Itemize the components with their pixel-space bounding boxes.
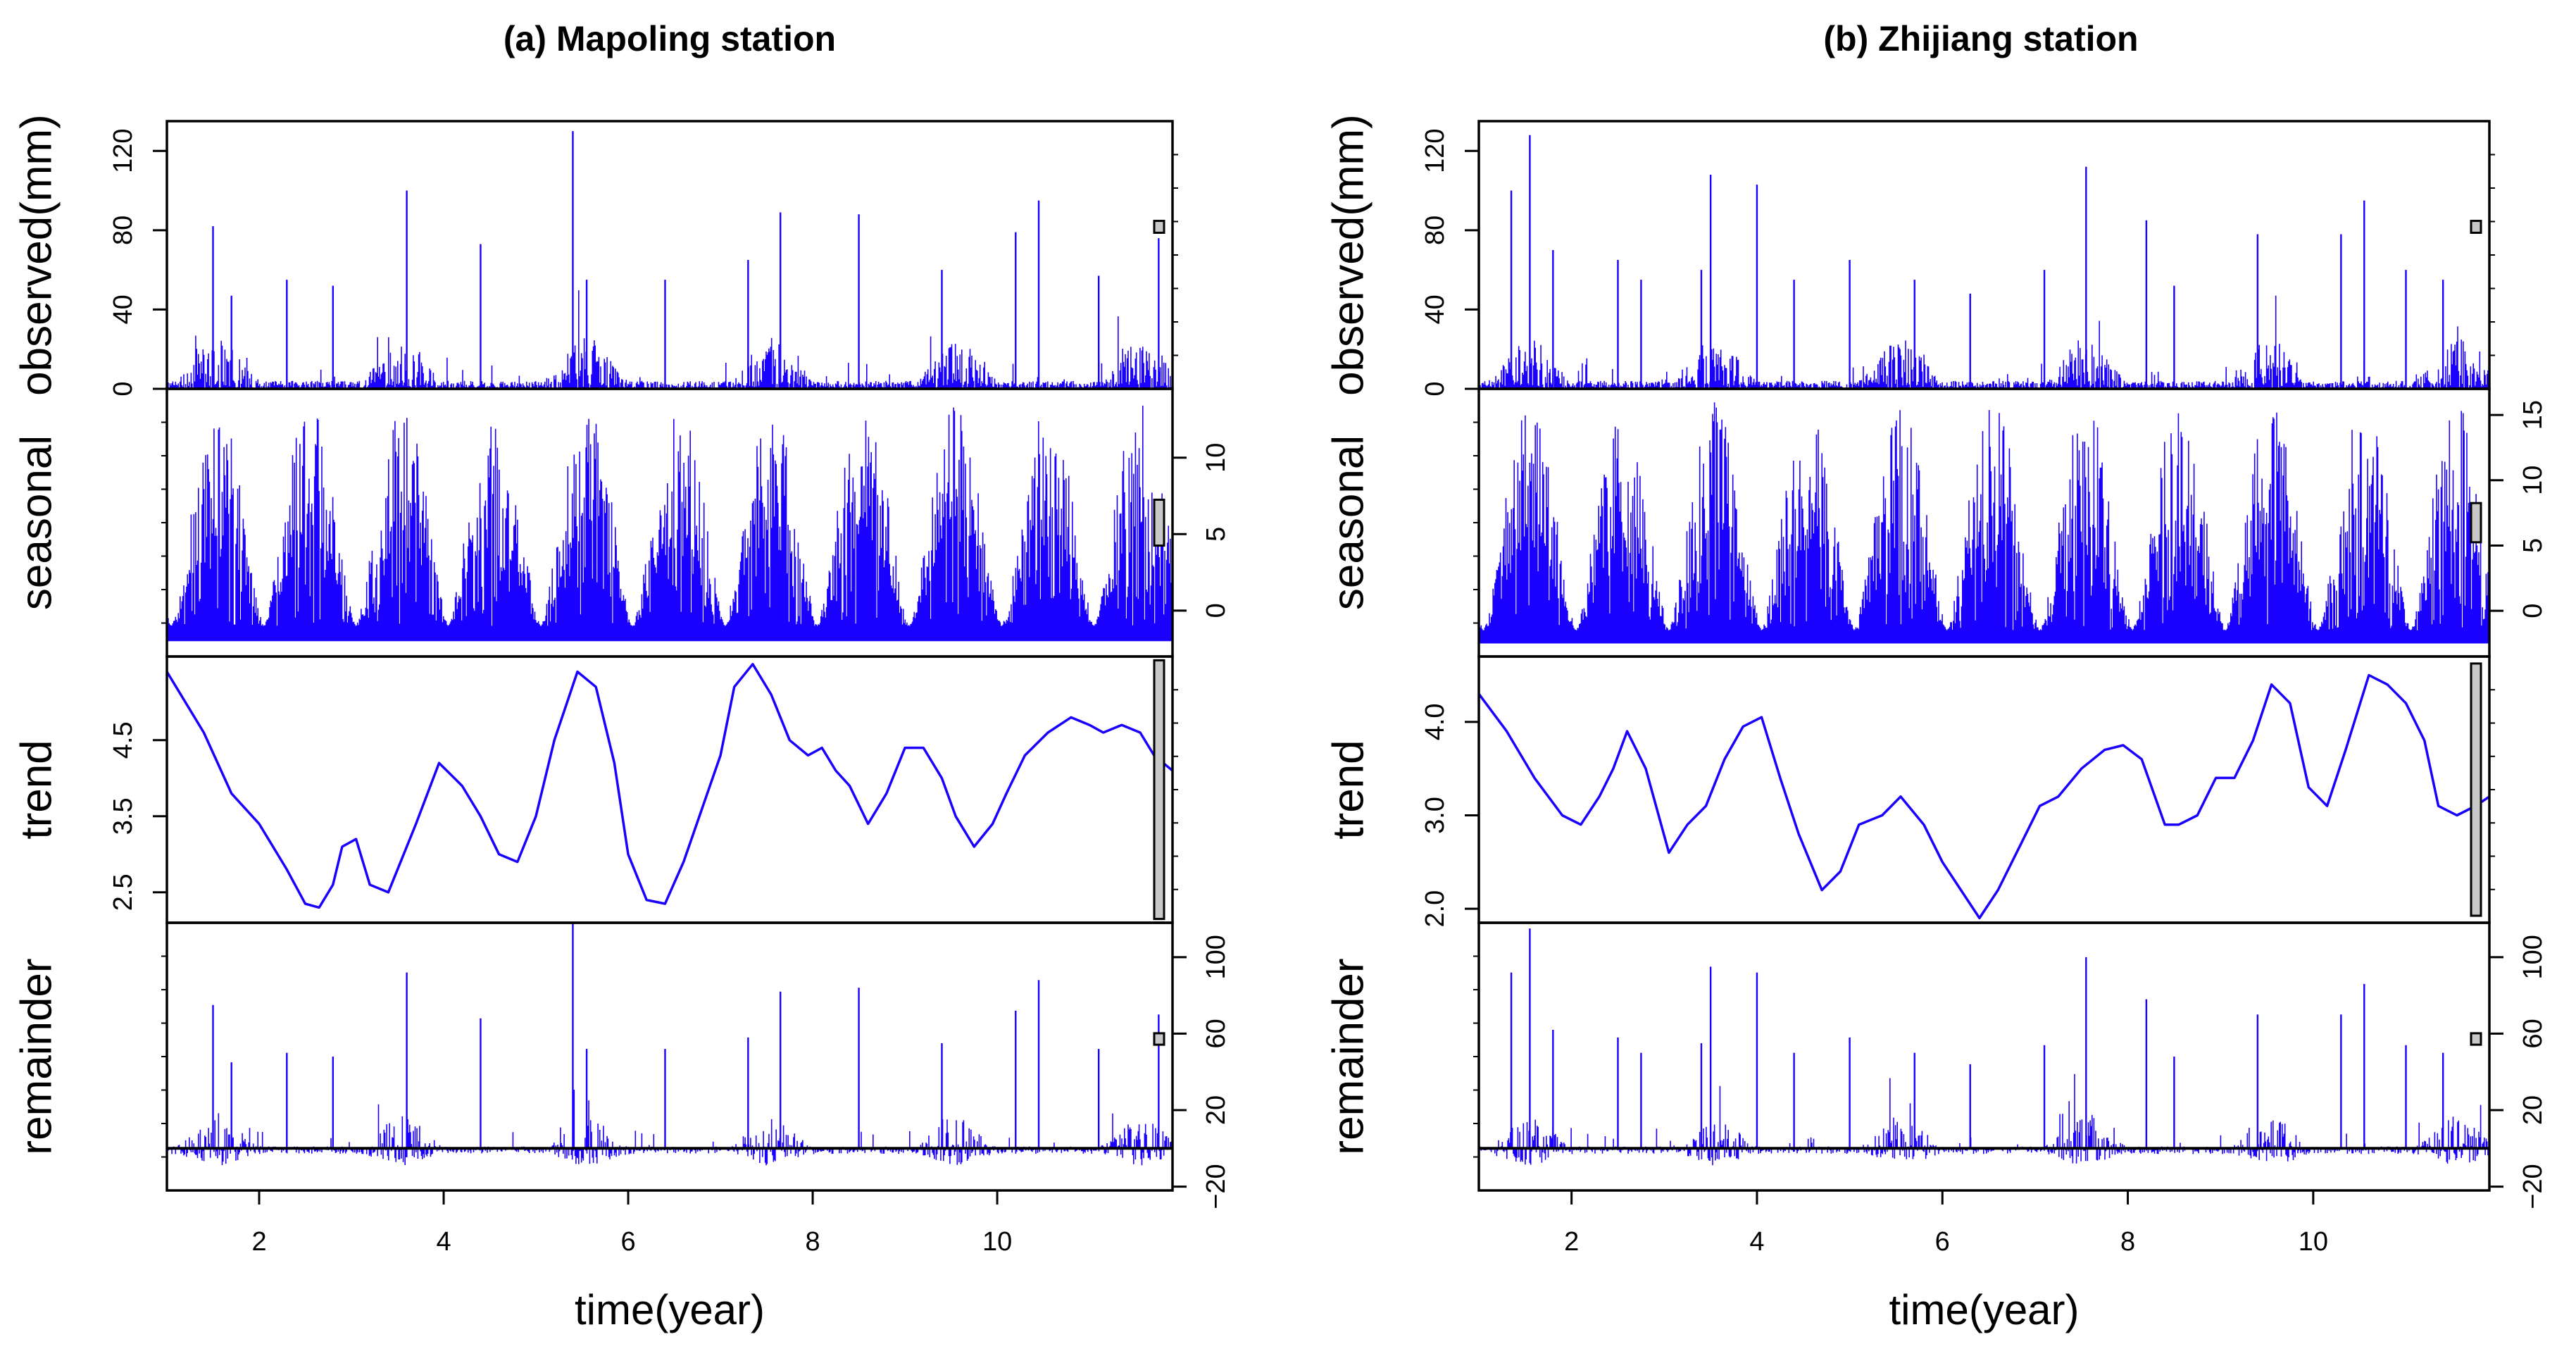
range-bar (1153, 498, 1165, 547)
panel-trend: 2.0 3.0 4.0 trend (1325, 655, 2495, 928)
remainder-series (168, 1090, 1173, 1166)
y-tick-label: 100 (2518, 935, 2548, 979)
range-bar (1153, 1032, 1165, 1046)
y-tick-label: 0 (2518, 604, 2548, 618)
panel-observed: 0 40 80 120 observed(mm) (1325, 114, 2495, 397)
x-axis: 2 4 6 8 10 time(year) (1564, 1190, 2328, 1333)
panel-label-observed: observed(mm) (13, 114, 61, 396)
y-axis-observed: 0 40 80 120 (108, 129, 1178, 397)
y-tick-label: 4.0 (1420, 703, 1450, 740)
chart-title: (b) Zhijiang station (1823, 19, 2138, 58)
panel-seasonal: 0 5 10 15 seasonal (1325, 387, 2548, 658)
y-tick-label: 2.0 (1420, 890, 1450, 928)
panel-remainder: −20 20 60 100 remainder (1325, 921, 2548, 1209)
x-tick-label: 6 (1935, 1227, 1950, 1257)
observed-series (1478, 295, 2490, 389)
range-bar (1153, 659, 1165, 921)
y-tick-label: 3.0 (1420, 797, 1450, 834)
y-tick-label: 120 (108, 129, 138, 173)
panel-seasonal: 0 5 10 seasonal (13, 387, 1231, 658)
range-bar (2470, 502, 2482, 544)
y-tick-label: 120 (1420, 129, 1450, 173)
y-tick-label: 0 (1420, 381, 1450, 396)
y-tick-label: 5 (2518, 538, 2548, 553)
trend-line (1477, 673, 2490, 920)
trend-line (165, 663, 1174, 909)
y-tick-label: −20 (2518, 1164, 2548, 1209)
panel-observed: 0 40 80 120 observed(mm) (13, 114, 1178, 397)
y-tick-label: 15 (2518, 400, 2548, 430)
panel-label-seasonal: seasonal (13, 435, 61, 610)
panel-frame (1477, 120, 2491, 390)
panel-label-remainder: remainder (13, 958, 61, 1154)
seasonal-series (1478, 402, 2490, 644)
panel-remainder: −20 20 60 100 remainder (13, 921, 1231, 1209)
y-axis-trend: 2.5 3.5 4.5 (108, 689, 1178, 911)
x-tick-label: 10 (2299, 1227, 2328, 1257)
x-tick-label: 4 (436, 1227, 451, 1257)
chart-zhijiang: (b) Zhijiang station04080120observed(mm)… (1325, 19, 2549, 1333)
y-tick-label: −20 (1201, 1164, 1231, 1209)
y-axis-seasonal: 0 5 10 15 (1473, 400, 2548, 624)
y-tick-label: 100 (1201, 935, 1231, 979)
y-tick-label: 0 (108, 381, 138, 396)
y-axis-remainder: −20 20 60 100 (161, 935, 1231, 1209)
y-tick-label: 0 (1201, 603, 1231, 618)
y-tick-label: 40 (108, 294, 138, 324)
y-tick-label: 3.5 (108, 797, 138, 835)
y-axis-seasonal: 0 5 10 (161, 421, 1231, 624)
panel-label-seasonal: seasonal (1325, 435, 1373, 610)
y-tick-label: 20 (2518, 1095, 2548, 1125)
y-tick-label: 60 (1201, 1019, 1231, 1048)
y-axis-observed: 0 40 80 120 (1420, 129, 2495, 397)
panel-label-trend: trend (1325, 740, 1373, 839)
chart-mapoling: (a) Mapoling station04080120observed(mm)… (13, 19, 1232, 1333)
range-bar (2470, 662, 2482, 917)
x-axis-label: time(year) (1889, 1286, 2079, 1333)
y-tick-label: 2.5 (108, 873, 138, 911)
x-tick-label: 2 (1564, 1227, 1579, 1257)
panel-label-remainder: remainder (1325, 958, 1373, 1154)
x-axis: 2 4 6 8 10 time(year) (251, 1190, 1012, 1333)
y-tick-label: 40 (1420, 294, 1450, 324)
seasonal-series (166, 405, 1173, 642)
panel-label-observed: observed(mm) (1325, 114, 1373, 396)
chart-title: (a) Mapoling station (504, 19, 836, 58)
x-tick-label: 8 (2120, 1227, 2135, 1257)
remainder-series (1478, 1073, 2490, 1166)
x-tick-label: 2 (251, 1227, 266, 1257)
observed-series (166, 290, 1173, 389)
x-tick-label: 8 (805, 1227, 820, 1257)
y-axis-remainder: −20 20 60 100 (1473, 935, 2548, 1209)
y-tick-label: 80 (1420, 216, 1450, 245)
y-tick-label: 10 (1201, 443, 1231, 473)
panel-frame (165, 120, 1174, 390)
y-tick-label: 10 (2518, 466, 2548, 495)
y-tick-label: 5 (1201, 527, 1231, 542)
x-axis-label: time(year) (575, 1286, 765, 1333)
y-tick-label: 80 (108, 216, 138, 245)
x-tick-label: 6 (620, 1227, 635, 1257)
panel-label-trend: trend (13, 740, 61, 839)
y-tick-label: 20 (1201, 1095, 1231, 1125)
panel-frame (165, 655, 1174, 924)
range-bar (1153, 220, 1165, 234)
y-tick-label: 4.5 (108, 721, 138, 759)
y-axis-trend: 2.0 3.0 4.0 (1420, 689, 2495, 928)
x-tick-label: 4 (1749, 1227, 1764, 1257)
panel-frame (1477, 655, 2491, 924)
range-bar (2470, 220, 2482, 234)
x-tick-label: 10 (982, 1227, 1012, 1257)
panel-trend: 2.5 3.5 4.5 trend (13, 655, 1178, 924)
range-bar (2470, 1032, 2482, 1046)
y-tick-label: 60 (2518, 1019, 2548, 1048)
